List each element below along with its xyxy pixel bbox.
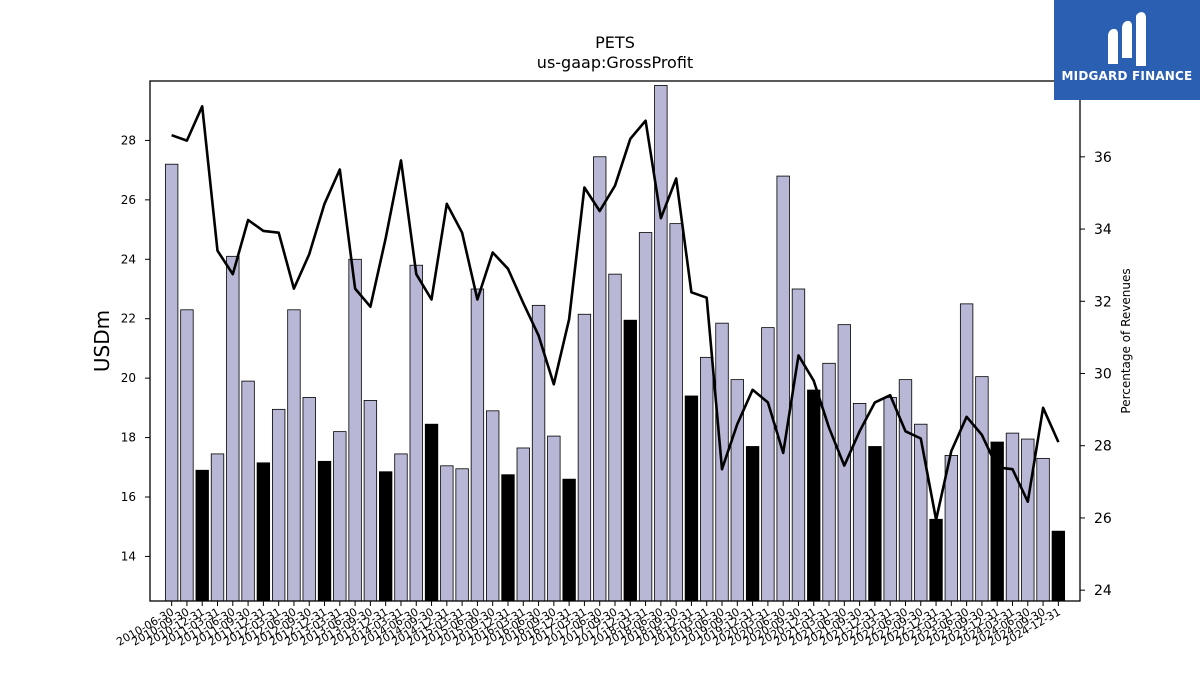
y-left-tick-label: 22 [121, 312, 136, 326]
chart-title: PETS [595, 33, 635, 52]
bar-2016-09-30 [547, 435, 561, 602]
bar-2013-03-31 [333, 431, 347, 602]
bar-2010-06-30 [164, 163, 179, 602]
bar-2016-12-31 [562, 478, 576, 602]
bar-2022-12-31 [929, 518, 943, 602]
bar-2023-03-31 [944, 454, 959, 602]
bar-2022-09-30 [914, 423, 928, 602]
bar-2020-06-30 [776, 175, 790, 602]
y-left-tick-label: 14 [121, 549, 136, 563]
bar-2020-09-30 [791, 288, 806, 602]
bar-2014-09-30 [424, 423, 439, 602]
bar-2018-03-31 [638, 232, 653, 602]
bar-2024-06-30 [1021, 438, 1035, 602]
bar-2010-12-31 [195, 469, 209, 602]
bar-2013-09-30 [363, 400, 378, 602]
bar-2012-12-31 [317, 460, 332, 602]
bar-2014-12-31 [440, 465, 454, 602]
brand-logo: MIDGARD FINANCE [1054, 0, 1200, 100]
y-right-tick-label: 32 [1094, 294, 1112, 310]
bar-2012-09-30 [302, 397, 316, 602]
y-left-tick-label: 24 [121, 252, 136, 266]
bar-2023-09-30 [975, 376, 989, 602]
bar-2024-03-31 [1005, 432, 1020, 602]
bar-2011-03-31 [210, 453, 225, 602]
bar-2021-12-31 [868, 446, 882, 602]
bar-2015-09-30 [486, 410, 500, 602]
y-axis-left-label: USDm [90, 310, 114, 372]
bar-2011-06-30 [226, 255, 240, 602]
bar-2011-12-31 [256, 462, 271, 602]
y-right-tick-label: 24 [1094, 583, 1112, 599]
bar-2018-09-30 [669, 223, 683, 602]
bar-2015-06-30 [470, 288, 485, 602]
y-axis-right-label: Percentage of Revenues [1119, 268, 1133, 413]
y-right-tick-label: 34 [1094, 222, 1112, 238]
bar-2018-06-30 [654, 85, 668, 602]
bar-2010-09-30 [180, 309, 194, 602]
bar-2011-09-30 [241, 380, 255, 602]
bars-group [164, 85, 1066, 602]
y-axis-left: 14 16 18 20 22 24 26 28 [121, 133, 150, 563]
y-right-tick-label: 30 [1094, 367, 1112, 383]
y-left-tick-label: 16 [121, 490, 136, 504]
y-right-tick-label: 28 [1094, 439, 1112, 455]
line-series-group [171, 105, 1060, 522]
bar-2014-06-30 [409, 264, 423, 602]
bar-2022-06-30 [898, 379, 913, 602]
bar-2017-03-31 [577, 313, 592, 602]
bar-2017-06-30 [593, 156, 607, 602]
bar-2023-06-30 [959, 303, 974, 602]
bar-2019-03-31 [700, 356, 714, 602]
y-left-tick-label: 20 [121, 371, 136, 385]
bar-2013-06-30 [348, 258, 362, 602]
x-axis: 2010-06-302010-09-302010-12-312011-03-31… [114, 601, 1063, 649]
y-right-tick-label: 36 [1094, 150, 1112, 166]
y-left-tick-label: 18 [121, 431, 136, 445]
bar-2017-09-30 [608, 273, 622, 602]
bar-2021-03-31 [822, 362, 836, 602]
bar-2020-03-31 [761, 327, 775, 602]
y-left-tick-label: 28 [121, 133, 136, 147]
bar-2015-03-31 [455, 468, 469, 602]
bar-2013-12-31 [379, 471, 393, 602]
bar-2019-12-31 [745, 446, 760, 602]
logo-text: MIDGARD FINANCE [1061, 69, 1193, 83]
bar-2016-03-31 [516, 447, 530, 602]
logo-mark-icon [1108, 12, 1146, 66]
bar-2024-12-31 [1051, 530, 1066, 602]
bar-2012-03-31 [271, 408, 286, 602]
bar-2024-09-30 [1036, 457, 1050, 602]
bar-2012-06-30 [287, 309, 301, 602]
bar-2015-12-31 [501, 474, 515, 602]
bar-2022-03-31 [883, 397, 897, 602]
bar-2020-12-31 [807, 389, 821, 602]
bar-2018-12-31 [684, 395, 699, 602]
y-left-tick-label: 26 [121, 193, 136, 207]
chart-subtitle: us-gaap:GrossProfit [537, 53, 693, 72]
y-axis-right: 24 26 28 30 32 34 36 [1080, 150, 1112, 599]
bar-2014-03-31 [394, 453, 408, 602]
bar-2017-12-31 [623, 319, 637, 602]
line-series-percentage [171, 105, 1060, 522]
y-right-tick-label: 26 [1094, 511, 1112, 527]
